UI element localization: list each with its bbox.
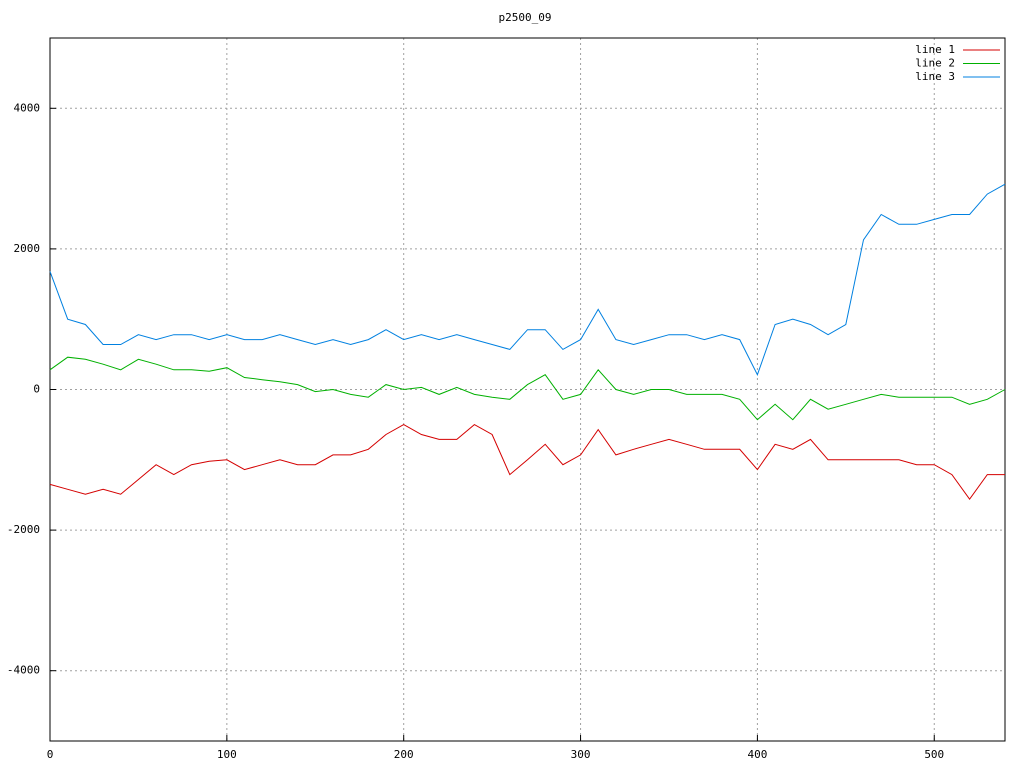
y-tick-label: -2000 [7, 523, 40, 536]
y-tick-label: -4000 [7, 664, 40, 677]
x-tick-label: 100 [217, 748, 237, 761]
data-line [49, 183, 1006, 376]
x-tick-label: 500 [924, 748, 944, 761]
legend-label: line 3 [915, 70, 955, 83]
y-tick-label: 4000 [14, 101, 41, 114]
chart-title: p2500_09 [499, 11, 552, 24]
legend-label: line 1 [915, 43, 955, 56]
y-tick-label: 2000 [14, 242, 41, 255]
x-tick-label: 300 [571, 748, 591, 761]
data-line [49, 356, 1006, 421]
x-tick-label: 200 [394, 748, 414, 761]
y-tick-label: 0 [33, 383, 40, 396]
x-tick-label: 400 [747, 748, 767, 761]
legend-label: line 2 [915, 57, 955, 70]
x-tick-label: 0 [47, 748, 54, 761]
data-line [49, 423, 1005, 501]
